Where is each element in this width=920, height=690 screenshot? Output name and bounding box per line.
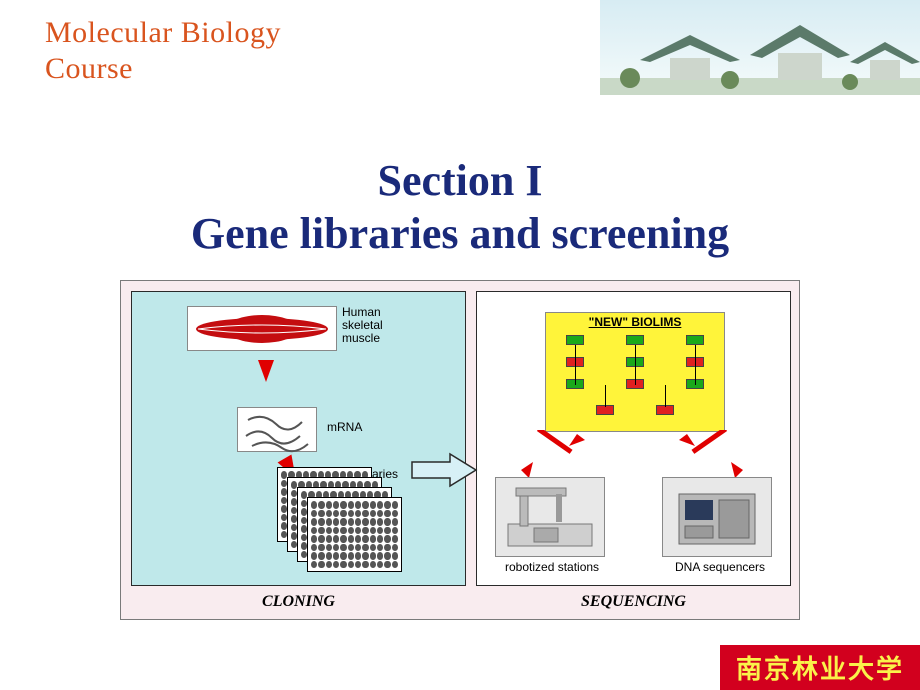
section-heading-line1: Section I xyxy=(0,155,920,208)
muscle-sample xyxy=(187,306,337,351)
robot-station xyxy=(495,477,605,557)
dna-sequencer xyxy=(662,477,772,557)
biolims-title: "NEW" BIOLIMS xyxy=(546,315,724,329)
muscle-label: Human skeletal muscle xyxy=(342,306,383,346)
cloning-panel: Human skeletal muscle mRNA cDNA librarie… xyxy=(131,291,466,586)
arrow-muscle-to-mrna xyxy=(258,360,274,382)
cdna-library-stack xyxy=(277,467,407,572)
arrow-biolims-robot xyxy=(517,430,587,480)
mrna-label: mRNA xyxy=(327,420,362,434)
university-badge: 南京林业大学 xyxy=(720,645,920,690)
course-title: Molecular Biology Course xyxy=(45,15,281,87)
sequencing-panel: "NEW" BIOLIMS xyxy=(476,291,791,586)
cloning-label: CLONING xyxy=(131,593,466,611)
biolims-box: "NEW" BIOLIMS xyxy=(545,312,725,432)
sequencing-label: SEQUENCING xyxy=(476,593,791,611)
library-plate xyxy=(307,497,402,572)
seq-label: DNA sequencers xyxy=(675,560,765,574)
course-title-line2: Course xyxy=(45,51,281,87)
course-title-line1: Molecular Biology xyxy=(45,15,281,51)
mrna-sample xyxy=(237,407,317,452)
section-heading-line2: Gene libraries and screening xyxy=(0,208,920,261)
arrow-biolims-seq xyxy=(677,430,747,480)
transition-arrow-icon xyxy=(410,450,480,490)
robot-label: robotized stations xyxy=(505,560,599,574)
header-illustration xyxy=(600,0,920,95)
section-heading: Section I Gene libraries and screening xyxy=(0,155,920,261)
